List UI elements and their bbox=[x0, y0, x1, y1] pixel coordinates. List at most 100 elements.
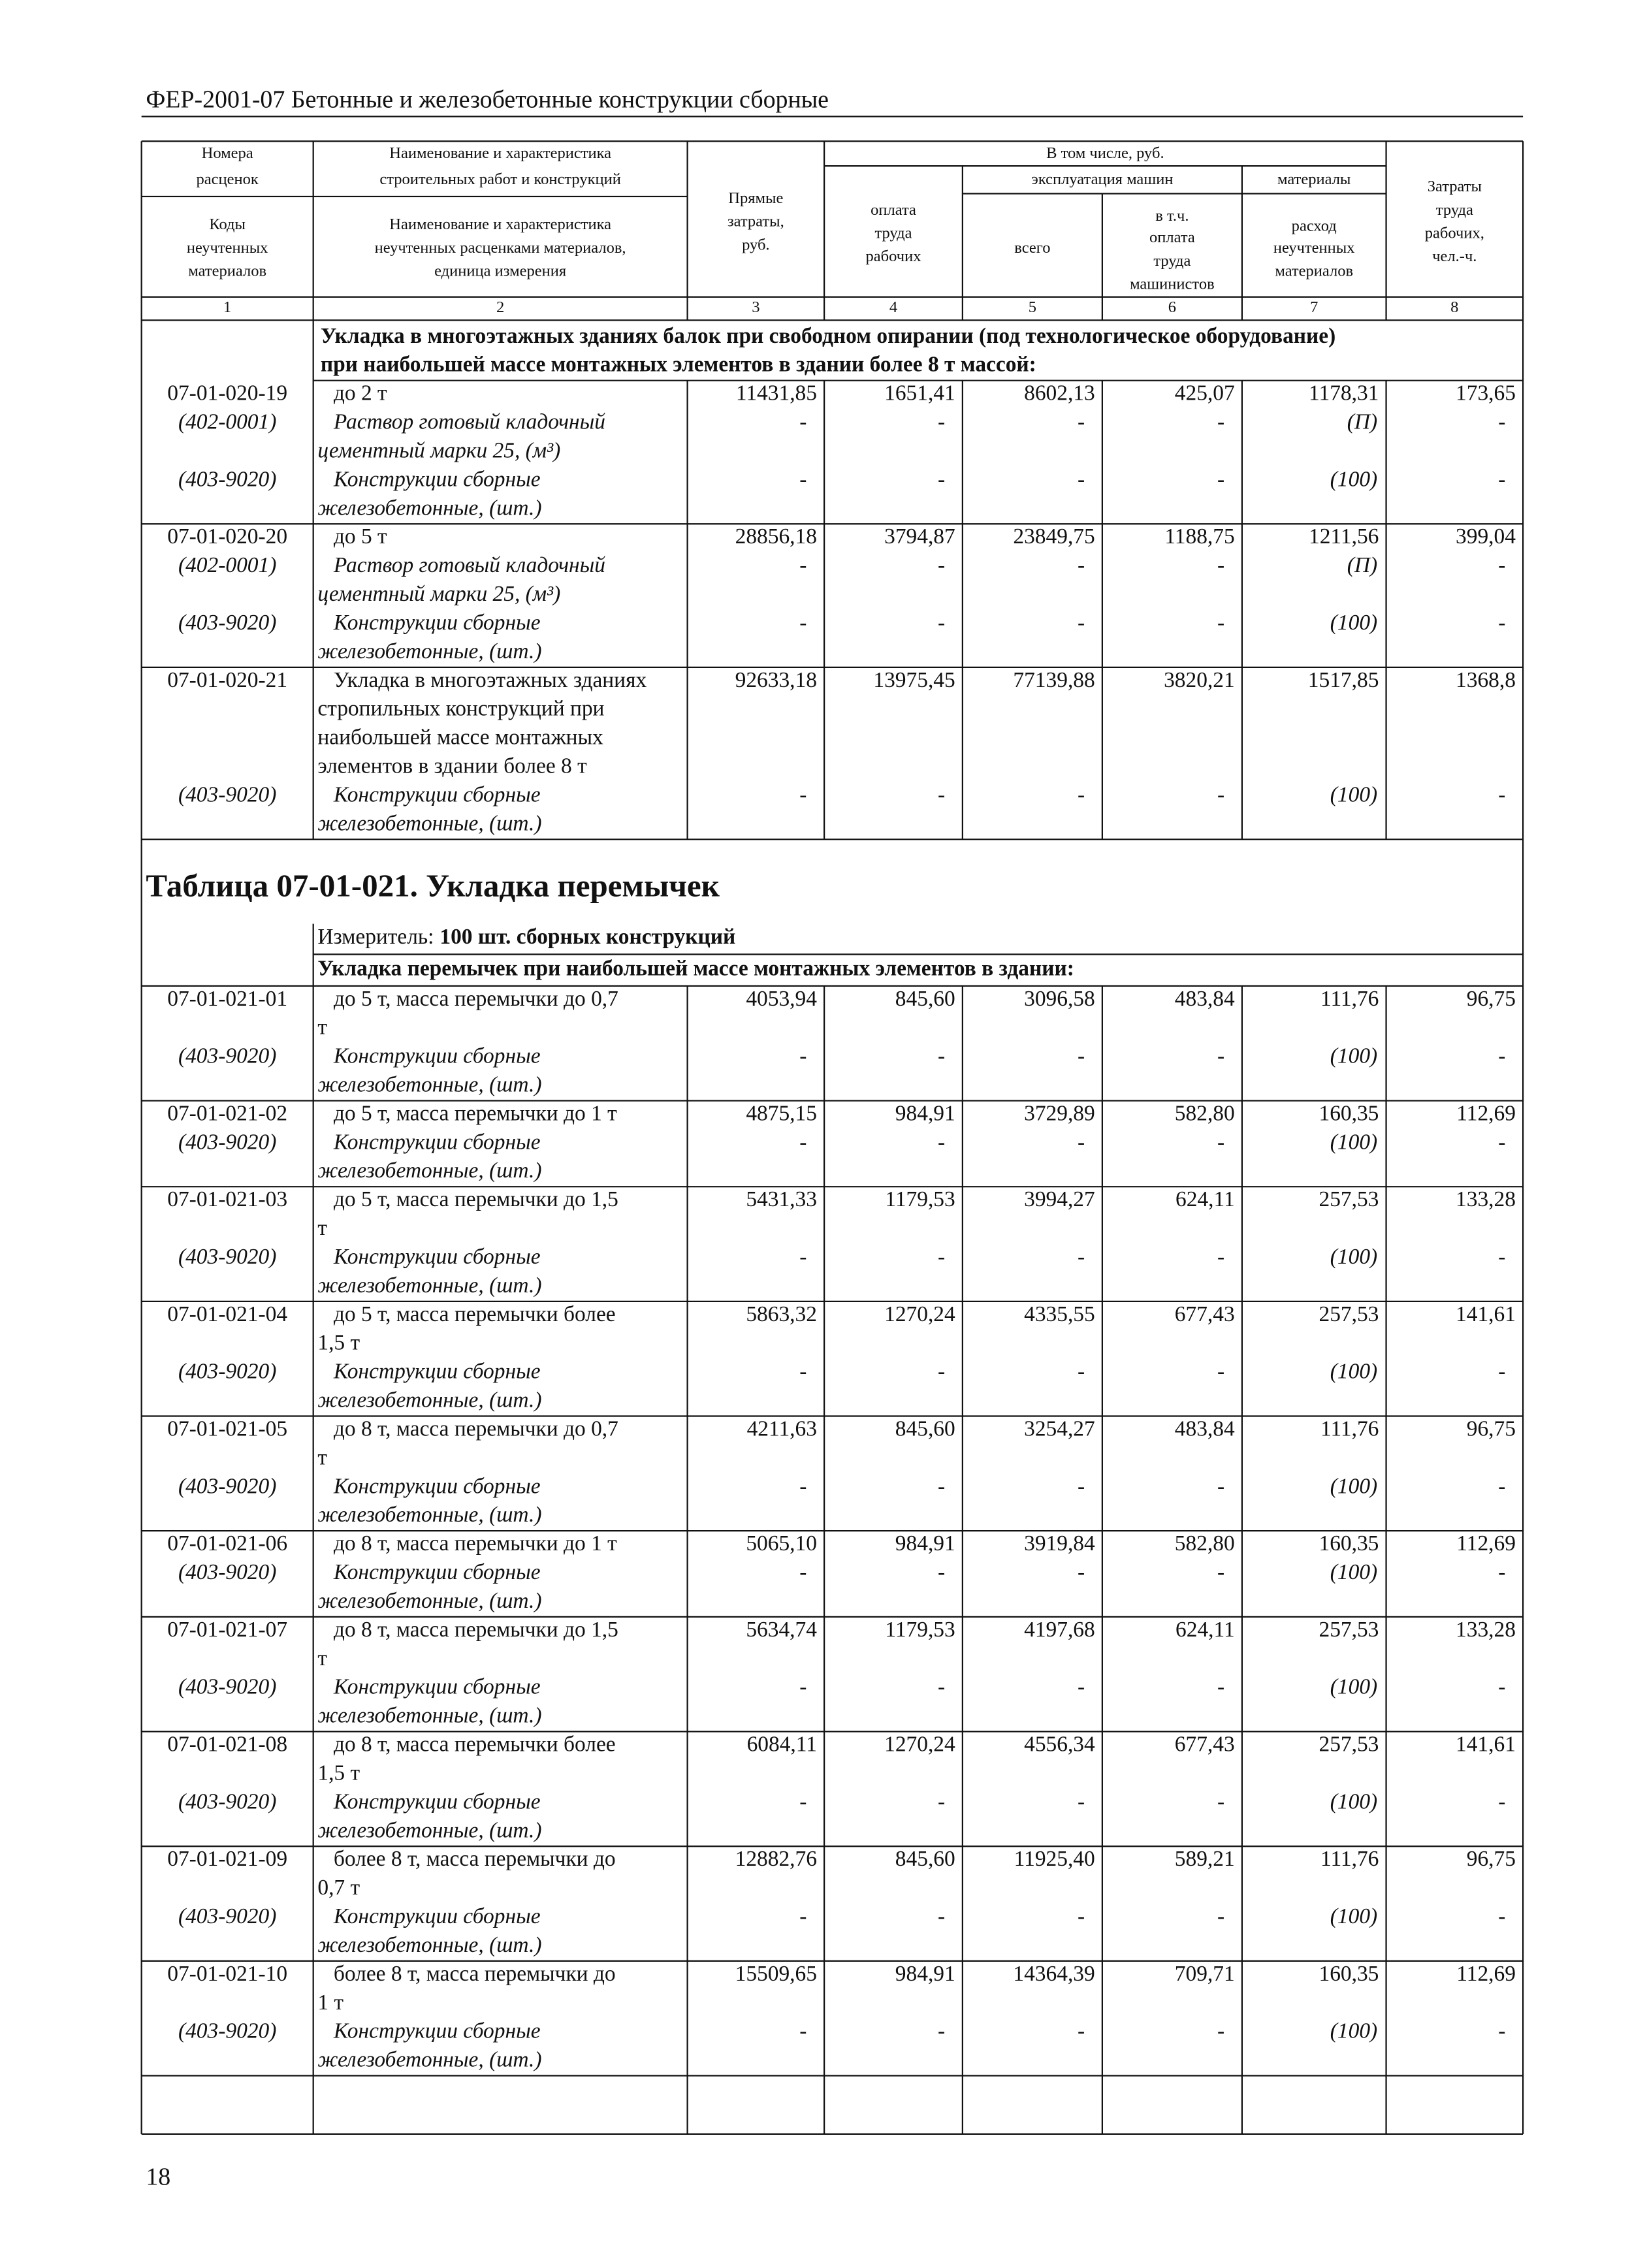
rate-name: до 8 т, масса перемычки до 0,7 bbox=[334, 1416, 618, 1441]
value: 111,76 bbox=[1320, 1416, 1379, 1441]
value: 709,71 bbox=[1175, 1962, 1235, 1986]
material-value: (100) bbox=[1330, 1130, 1377, 1154]
measure-value: 100 шт. сборных конструкций bbox=[440, 925, 735, 949]
material-name: Конструкции сборные bbox=[333, 1130, 541, 1154]
material-name: железобетонные, (шт.) bbox=[317, 1158, 541, 1183]
material-value: - bbox=[1217, 1130, 1224, 1154]
material-name: Конструкции сборные bbox=[333, 1904, 541, 1928]
material-value: - bbox=[1078, 553, 1085, 577]
material-code: (403-9020) bbox=[178, 1044, 276, 1068]
material-value: - bbox=[938, 1560, 945, 1584]
material-code: (403-9020) bbox=[178, 1560, 276, 1584]
value: 23849,75 bbox=[1013, 524, 1095, 549]
material-value: - bbox=[799, 611, 807, 635]
material-value: - bbox=[938, 611, 945, 635]
header-cell: чел.-ч. bbox=[1432, 248, 1477, 265]
material-value: (100) bbox=[1330, 782, 1377, 807]
value: 3919,84 bbox=[1024, 1531, 1095, 1556]
header-cell: всего bbox=[1014, 239, 1050, 257]
value: 4335,55 bbox=[1024, 1302, 1095, 1326]
header-cell: оплата bbox=[871, 201, 916, 219]
rate-name: 1,5 т bbox=[317, 1331, 360, 1355]
page-number: 18 bbox=[146, 2164, 170, 2191]
rate-code: 07-01-021-09 bbox=[167, 1847, 287, 1871]
rate-code: 07-01-021-02 bbox=[167, 1101, 287, 1125]
material-value: (100) bbox=[1330, 611, 1377, 635]
value: 96,75 bbox=[1467, 987, 1516, 1011]
value: 1178,31 bbox=[1309, 381, 1379, 406]
material-name: железобетонные, (шт.) bbox=[317, 1933, 541, 1957]
header-cell: Затраты bbox=[1428, 178, 1482, 195]
material-name: железобетонные, (шт.) bbox=[317, 1818, 541, 1842]
material-name: железобетонные, (шт.) bbox=[317, 1704, 541, 1728]
material-value: - bbox=[1078, 1675, 1085, 1699]
value: 677,43 bbox=[1175, 1302, 1235, 1326]
material-name: Конструкции сборные bbox=[333, 467, 541, 491]
material-name: Конструкции сборные bbox=[333, 2019, 541, 2043]
value: 160,35 bbox=[1319, 1531, 1379, 1556]
material-code: (402-0001) bbox=[178, 410, 276, 434]
value: 1211,56 bbox=[1309, 524, 1379, 549]
value: 14364,39 bbox=[1013, 1962, 1095, 1986]
value: 5431,33 bbox=[746, 1187, 817, 1211]
header-cell: затраты, bbox=[728, 213, 784, 231]
material-value: - bbox=[938, 1675, 945, 1699]
rate-code: 07-01-021-03 bbox=[167, 1187, 287, 1211]
material-value: - bbox=[1217, 1904, 1224, 1928]
value: 5634,74 bbox=[746, 1618, 817, 1642]
material-value: - bbox=[938, 553, 945, 577]
column-number: 6 bbox=[1168, 298, 1176, 316]
value: 3794,87 bbox=[884, 524, 955, 549]
rate-name: до 8 т, масса перемычки более bbox=[334, 1733, 616, 1757]
rate-name: более 8 т, масса перемычки до bbox=[334, 1962, 616, 1986]
header-cell: Наименование и характеристика bbox=[389, 144, 611, 162]
rate-code: 07-01-021-04 bbox=[167, 1302, 287, 1326]
value: 6084,11 bbox=[747, 1733, 817, 1757]
material-value: - bbox=[938, 1789, 945, 1813]
material-value: - bbox=[1498, 1044, 1505, 1068]
rate-name: более 8 т, масса перемычки до bbox=[334, 1847, 616, 1871]
section-title: Укладка в многоэтажных зданиях балок при… bbox=[321, 324, 1335, 348]
rate-name: до 5 т, масса перемычки более bbox=[334, 1302, 616, 1326]
header-cell: расход bbox=[1292, 217, 1337, 234]
material-value: (100) bbox=[1330, 1360, 1377, 1384]
value: 589,21 bbox=[1175, 1847, 1235, 1871]
value: 15509,65 bbox=[735, 1962, 817, 1986]
material-value: - bbox=[1217, 2019, 1224, 2043]
value: 582,80 bbox=[1175, 1101, 1235, 1125]
rate-name: т bbox=[317, 1015, 327, 1040]
table-title: Таблица 07-01-021. Укладка перемычек bbox=[146, 867, 720, 903]
rate-name: до 8 т, масса перемычки до 1,5 bbox=[334, 1618, 618, 1642]
rate-name: т bbox=[317, 1646, 327, 1670]
value: 1270,24 bbox=[884, 1302, 955, 1326]
value: 4875,15 bbox=[746, 1101, 817, 1125]
material-value: - bbox=[799, 1044, 807, 1068]
material-value: - bbox=[1078, 611, 1085, 635]
header-cell: материалов bbox=[1275, 262, 1353, 280]
value: 1517,85 bbox=[1308, 668, 1379, 692]
rate-name: до 2 т bbox=[334, 381, 387, 406]
value: 12882,76 bbox=[735, 1847, 817, 1871]
value: 96,75 bbox=[1467, 1847, 1516, 1871]
value: 483,84 bbox=[1175, 987, 1235, 1011]
material-value: - bbox=[1217, 1044, 1224, 1068]
page-title: ФЕР-2001-07 Бетонные и железобетонные ко… bbox=[146, 86, 829, 114]
header-cell: материалов bbox=[188, 262, 266, 280]
material-name: Конструкции сборные bbox=[333, 1474, 541, 1498]
material-code: (403-9020) bbox=[178, 1675, 276, 1699]
material-name: железобетонные, (шт.) bbox=[317, 1073, 541, 1097]
material-name: Конструкции сборные bbox=[333, 1044, 541, 1068]
header-cell: труда bbox=[1436, 201, 1473, 219]
value: 112,69 bbox=[1456, 1101, 1516, 1125]
material-value: (100) bbox=[1330, 2019, 1377, 2043]
rate-name: стропильных конструкций при bbox=[317, 697, 604, 721]
rate-name: 1,5 т bbox=[317, 1761, 360, 1785]
material-name: Конструкции сборные bbox=[333, 611, 541, 635]
rate-name: наибольшей массе монтажных bbox=[317, 726, 603, 750]
value: 160,35 bbox=[1319, 1962, 1379, 1986]
rate-name: до 5 т, масса перемычки до 1 т bbox=[334, 1101, 617, 1125]
material-name: железобетонные, (шт.) bbox=[317, 811, 541, 835]
material-value: - bbox=[1498, 1560, 1505, 1584]
rate-name: до 8 т, масса перемычки до 1 т bbox=[334, 1531, 617, 1556]
material-code: (403-9020) bbox=[178, 2019, 276, 2043]
